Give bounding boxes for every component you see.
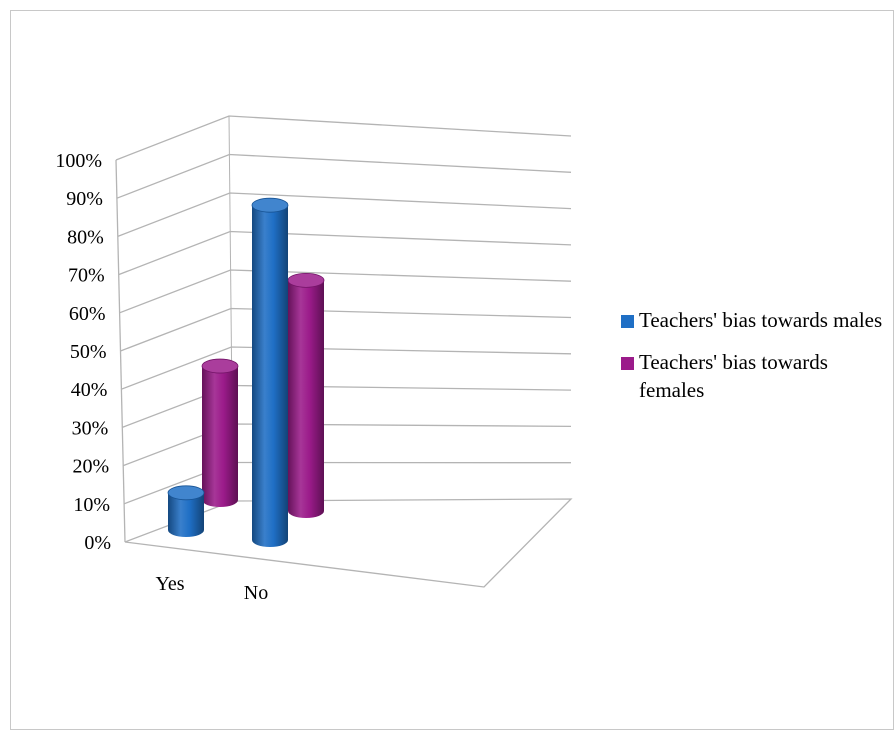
gridline [119,269,572,314]
legend-entry: Teachers' bias towards females [621,348,891,404]
bar-yes-series-0 [167,485,205,537]
chart-bars [167,197,325,547]
chart-frame [10,10,894,730]
y-tick-label: 20% [73,456,110,478]
legend-label: Teachers' bias towards males [639,308,883,332]
y-tick-label: 100% [55,150,102,172]
chart-legend: Teachers' bias towards males Teachers' bi… [621,306,891,418]
legend-entry: Teachers' bias towards males [621,306,891,334]
y-tick-label: 30% [72,417,109,439]
x-axis-categories: Yes No [155,573,268,604]
bar-no-series-1 [287,272,325,518]
gridline [117,192,572,238]
y-tick-label: 70% [68,265,105,287]
bar-no-series-0 [251,197,289,547]
gridline [116,153,572,199]
y-tick-label: 0% [84,532,111,554]
x-category-label: Yes [155,573,184,595]
gridline [120,307,572,352]
y-tick-label: 10% [73,494,110,516]
bar-yes-series-1 [201,358,239,507]
gridline [121,346,572,390]
y-tick-label: 90% [66,188,103,210]
legend-swatch [621,357,634,370]
gridline [118,230,572,276]
gridline [115,115,572,161]
y-axis-ticks: 0% 10% 20% 30% 40% 50% 60% 70% 80% 90% 100% [55,150,111,554]
legend-label: Teachers' bias towards females [639,350,828,402]
x-category-label: No [244,582,268,604]
legend-swatch [621,315,634,328]
y-tick-label: 50% [70,341,107,363]
y-tick-label: 60% [69,303,106,325]
chart-gridlines [115,115,572,505]
gridline [122,384,572,429]
y-tick-label: 40% [71,379,108,401]
y-tick-label: 80% [67,226,104,248]
gridline [122,423,572,467]
